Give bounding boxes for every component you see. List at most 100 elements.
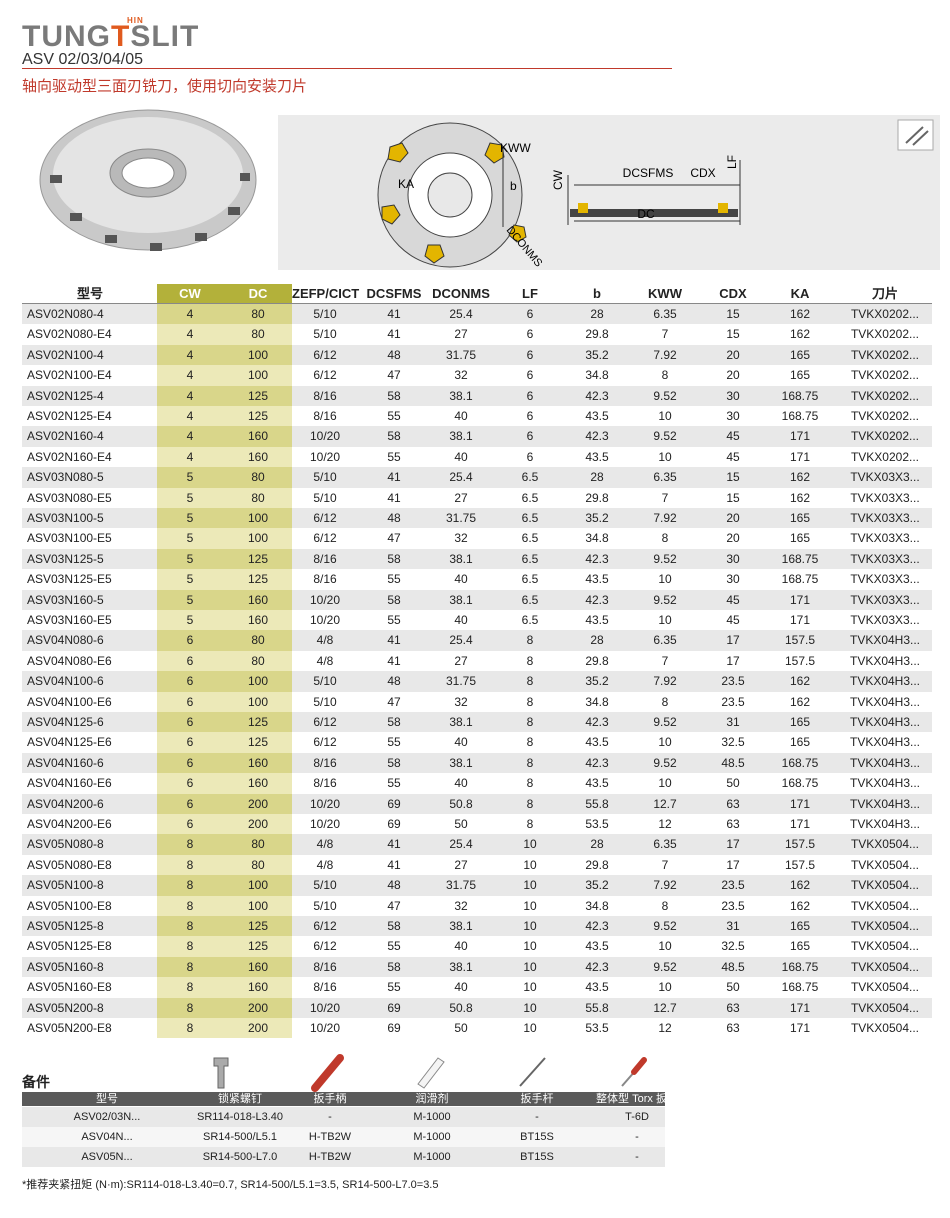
table-cell: 8/16 [313, 959, 337, 974]
logo-left: TUNG [22, 20, 111, 53]
spares-cell: BT15S [520, 1151, 554, 1163]
table-cell: 53.5 [585, 1021, 609, 1035]
table-cell: 63 [726, 796, 740, 811]
table-cell: 160 [247, 429, 269, 444]
table-cell: 171 [789, 796, 811, 811]
table-cell: 12 [658, 1021, 672, 1035]
table-cell: 8 [526, 674, 534, 689]
table-cell: 38.1 [449, 388, 473, 403]
logo-t: T [111, 20, 131, 53]
column-header: b [593, 286, 601, 301]
model-cell: ASV05N125-8 [27, 919, 104, 933]
table-cell: 45 [726, 592, 740, 607]
model-cell: ASV02N125-E4 [27, 409, 112, 423]
table-cell: 8 [526, 817, 534, 831]
label-dc: DC [637, 207, 655, 221]
column-header: DCONMS [432, 286, 490, 301]
model-cell: ASV03N080-E5 [27, 490, 112, 505]
table-cell: 6 [186, 817, 194, 831]
cw-dc-bg [157, 834, 292, 855]
table-cell: 160 [247, 449, 269, 464]
table-cell: 40 [454, 939, 468, 954]
table-cell: 32 [454, 531, 468, 546]
label-cw: CW [551, 169, 565, 190]
table-cell: 55 [387, 613, 401, 627]
table-cell: 200 [247, 1000, 269, 1015]
table-cell: 10 [523, 919, 537, 933]
table-cell: 6.5 [521, 531, 539, 546]
table-cell: 6 [526, 429, 534, 444]
cw-dc-bg [157, 793, 292, 814]
column-header: DC [248, 286, 268, 301]
table-cell: 6.35 [653, 837, 677, 852]
table-cell: 25.4 [449, 307, 473, 321]
table-cell: 8/16 [313, 776, 337, 791]
table-cell: 162 [789, 470, 811, 485]
table-cell: 17 [726, 633, 740, 648]
table-cell: 200 [247, 1021, 269, 1035]
label-ka: KA [398, 177, 414, 191]
table-cell: 6 [186, 755, 194, 770]
column-header: LF [522, 286, 538, 301]
table-cell: 6.35 [653, 633, 677, 648]
table-cell: 6.35 [653, 470, 677, 485]
table-cell: 168.75 [781, 959, 819, 974]
table-cell: 10/20 [309, 613, 341, 627]
cw-dc-bg [157, 426, 292, 447]
table-cell: 168.75 [781, 388, 819, 403]
table-cell: 10 [523, 878, 537, 893]
model-cell: ASV02N080-4 [27, 307, 104, 321]
table-cell: 6/12 [313, 511, 337, 525]
table-cell: 171 [789, 449, 811, 464]
table-cell: TVKX0202... [850, 307, 920, 321]
table-cell: TVKX03X3... [850, 551, 920, 566]
table-cell: 171 [789, 1000, 811, 1015]
table-cell: TVKX0202... [850, 327, 920, 342]
table-cell: 10 [658, 572, 672, 587]
logo: TUNGT HIN SLIT [22, 16, 199, 54]
table-cell: 6/12 [313, 919, 337, 933]
table-cell: 6 [526, 368, 534, 383]
table-cell: 6 [186, 694, 194, 709]
model-cell: ASV05N200-8 [27, 1000, 104, 1015]
table-cell: 168.75 [781, 551, 819, 566]
table-cell: 69 [387, 796, 401, 811]
model-cell: ASV05N160-E8 [27, 980, 112, 995]
table-cell: 157.5 [784, 653, 816, 668]
table-cell: 80 [251, 470, 265, 485]
table-cell: 200 [247, 817, 269, 831]
table-cell: 6.35 [653, 307, 677, 321]
table-cell: 35.2 [585, 674, 609, 689]
spares-cell: - [635, 1151, 639, 1163]
table-cell: 4/8 [316, 653, 334, 668]
table-cell: 29.8 [585, 490, 609, 505]
cw-dc-bg [157, 365, 292, 386]
table-cell: 31.75 [445, 511, 477, 525]
table-cell: 50 [454, 1021, 468, 1035]
table-cell: 50.8 [449, 1000, 473, 1015]
table-cell: 48.5 [721, 959, 745, 974]
table-cell: 55.8 [585, 796, 609, 811]
table-cell: 48 [387, 511, 401, 525]
table-cell: 10 [523, 980, 537, 995]
table-cell: TVKX04H3... [849, 817, 921, 831]
cw-dc-bg [157, 1018, 292, 1039]
model-cell: ASV02N160-4 [27, 429, 104, 444]
spares-cell: ASV05N... [81, 1151, 133, 1163]
table-cell: TVKX0202... [850, 388, 920, 403]
table-cell: 58 [387, 429, 401, 444]
cw-dc-bg [157, 936, 292, 957]
table-cell: 6.5 [521, 551, 539, 566]
table-cell: 100 [247, 511, 269, 525]
column-header: 型号 [76, 286, 103, 301]
cw-dc-bg [157, 304, 292, 325]
table-cell: 6.5 [521, 592, 539, 607]
table-cell: 40 [454, 572, 468, 587]
model-cell: ASV04N200-6 [27, 796, 104, 811]
table-cell: 10 [523, 837, 537, 852]
spares-column-header: 润滑剂 [415, 1093, 449, 1105]
table-cell: 20 [726, 347, 740, 362]
table-cell: 160 [247, 755, 269, 770]
table-cell: 41 [387, 470, 401, 485]
